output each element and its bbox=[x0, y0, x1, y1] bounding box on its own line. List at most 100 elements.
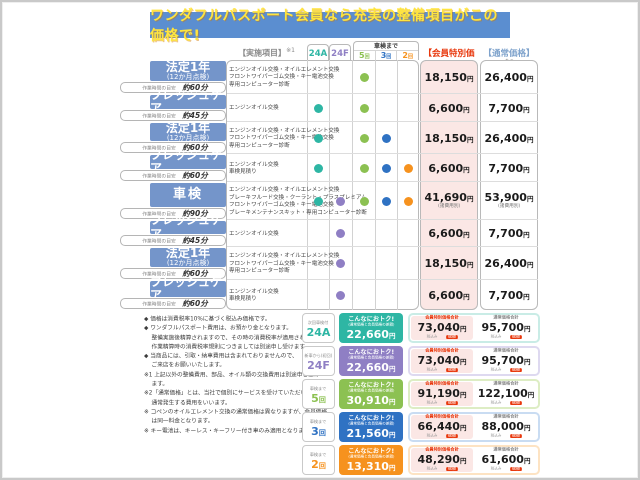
yen-suffix: 円 bbox=[459, 423, 467, 432]
note1-ref: ※1 bbox=[286, 47, 295, 54]
footnote-line: ◆ ワンダフルパスポート費用は、お預かり金となります。 bbox=[144, 325, 292, 332]
regular-total-badges: 税込み 総額 bbox=[487, 400, 525, 406]
description-line: 専用コンピューター診断 bbox=[229, 142, 290, 149]
member-price-value: 18,150円 bbox=[424, 131, 474, 145]
regular-price: 7,700円 bbox=[480, 280, 538, 310]
summary-plan-cell: 次回車検付 24A bbox=[302, 313, 335, 343]
summary-plan-code: 2回 bbox=[311, 458, 326, 471]
work-time-value: 約60分 bbox=[182, 83, 208, 92]
summary-row: 車検まで 2回 こんなにおトク! (通常価格と会員価格の差額) 13,310円 会員特別価… bbox=[302, 445, 540, 475]
coverage-cell bbox=[329, 220, 351, 247]
regular-total-label: 通常価格合計 bbox=[493, 414, 519, 420]
coverage-dot-icon bbox=[403, 163, 413, 173]
summary-row: 次回車検付 24A こんなにおトク! (通常価格と会員価格の差額) 22,660円 会員特… bbox=[302, 313, 540, 343]
coverage-cell bbox=[307, 94, 329, 122]
member-total-label: 会員特別価格合計 bbox=[425, 447, 459, 453]
regular-price-value: 26,400円 bbox=[484, 257, 534, 270]
coverage-cell bbox=[353, 154, 375, 182]
yen-suffix: 円 bbox=[463, 105, 470, 114]
savings-subtitle: (通常価格と会員価格の差額) bbox=[347, 323, 395, 328]
total-badge: 総額 bbox=[510, 466, 522, 472]
member-price-note: (諸費用別) bbox=[437, 203, 461, 209]
footnote-line: ※2「通常価格」とは、当社で個別にサービスを受けていただいた場合に、 bbox=[144, 390, 335, 397]
coverage-dot-icon bbox=[359, 196, 369, 206]
work-time-strip: 作業時間の目安 約60分 bbox=[120, 170, 226, 181]
totals-group: 会員特別価格合計 48,290円 税込み 総額 通常価格合計 61,600円 税込み 総額 bbox=[408, 445, 540, 475]
member-price-value: 41,690円 bbox=[424, 191, 474, 205]
work-time-strip: 作業時間の目安 約60分 bbox=[120, 268, 226, 279]
description-line: フロントワイパーゴム交換・キー電池交換 bbox=[229, 201, 334, 208]
service-name: 法定1年 bbox=[165, 120, 211, 135]
work-time-value: 約45分 bbox=[182, 111, 208, 120]
footnote-line: は同一料金となります。 bbox=[144, 418, 214, 425]
member-total: 会員特別価格合計 73,040円 税込み 総額 bbox=[411, 316, 473, 340]
member-total-badges: 税込み 総額 bbox=[423, 400, 461, 406]
summary-plan-code: 24A bbox=[306, 326, 331, 339]
tax-included-text: 税込み bbox=[426, 433, 438, 439]
summary-plan-cell: 新車から(初回) 24F bbox=[302, 346, 335, 376]
savings-title: こんなにおトク! bbox=[347, 347, 395, 356]
regular-total-value: 122,100円 bbox=[477, 386, 535, 400]
coverage-dot-icon bbox=[359, 72, 369, 82]
member-total-label: 会員特別価格合計 bbox=[425, 348, 459, 354]
service-name: 法定1年 bbox=[165, 246, 211, 261]
summary-plan-cell: 車検まで 3回 bbox=[302, 412, 335, 442]
footnote-line: 作業精算時の消費税率規則につきましては別途申し受けます。 bbox=[144, 343, 311, 351]
coverage-cell bbox=[353, 60, 375, 94]
coverage-cell bbox=[397, 280, 419, 310]
yen-suffix: 円 bbox=[463, 231, 470, 239]
coverage-dot-icon bbox=[313, 196, 323, 206]
coverage-cell bbox=[397, 94, 419, 122]
footnote-line: ※ キー電池は、キーレス・キーフリー付き車のみ適用となります。 bbox=[144, 427, 315, 435]
work-time-prefix: 作業時間の目安 bbox=[142, 85, 177, 92]
summary-plan-tag: 次回車検付 bbox=[308, 320, 329, 326]
coverage-dot-icon bbox=[381, 133, 391, 143]
work-time-value: 約60分 bbox=[182, 171, 208, 180]
description-line: エンジンオイル交換 bbox=[229, 287, 279, 295]
yen-suffix: 円 bbox=[466, 135, 474, 144]
count-suffix: 回 bbox=[364, 54, 370, 60]
coverage-dot-icon bbox=[359, 103, 369, 113]
yen-suffix: 円 bbox=[388, 463, 396, 472]
savings-box: こんなにおトク! (通常価格と会員価格の差額) 21,560円 bbox=[339, 412, 403, 442]
regular-total-label: 通常価格合計 bbox=[493, 348, 519, 354]
member-total-label: 会員特別価格合計 bbox=[425, 414, 459, 420]
plan-summary-panel: 次回車検付 24A こんなにおトク! (通常価格と会員価格の差額) 22,660円 会員特… bbox=[302, 313, 540, 478]
coverage-cell bbox=[375, 60, 397, 94]
description-line: ブレーキメンテナンスキット・専用コンピューター診断 bbox=[229, 208, 367, 216]
yen-suffix: 円 bbox=[523, 423, 531, 432]
work-time-strip: 作業時間の目安 約60分 bbox=[120, 142, 226, 153]
footnote-line: 通常発生する費用をいいます。 bbox=[144, 399, 231, 407]
implemented-items-header: 【実施項目】※1 bbox=[226, 47, 307, 59]
description-line: 車検見積り bbox=[229, 295, 257, 302]
member-total-badges: 税込み 総額 bbox=[423, 367, 461, 373]
yen-suffix: 円 bbox=[527, 390, 535, 399]
service-name-cell: 法定1年 (12か月点検) bbox=[150, 246, 226, 267]
table-row: フレッシュケア 作業時間の目安 約45分 エンジンオイル交換 6,600円 7,700円 bbox=[120, 88, 538, 122]
total-badge: 総額 bbox=[446, 433, 458, 439]
shaken-count-group-header: 車検まで 5回 3回 2回 bbox=[353, 41, 419, 60]
regular-total-value: 95,700円 bbox=[481, 353, 531, 367]
yen-suffix: 円 bbox=[523, 165, 530, 174]
coverage-cell bbox=[329, 154, 351, 182]
plan-24f-label: 24F bbox=[331, 49, 349, 59]
coverage-dot-icon bbox=[335, 290, 345, 300]
member-price: 6,600円 bbox=[420, 154, 478, 182]
member-total: 会員特別価格合計 48,290円 税込み 総額 bbox=[411, 448, 473, 472]
yen-suffix: 円 bbox=[463, 292, 470, 301]
description-line: ブレーキフルード交換・クーラント・プラスプレミアム bbox=[229, 193, 367, 201]
summary-row: 車検まで 5回 こんなにおトク! (通常価格と会員価格の差額) 30,910円 会員特別価… bbox=[302, 379, 540, 409]
member-price: 18,150円 bbox=[420, 247, 478, 280]
coverage-cell bbox=[307, 280, 329, 310]
total-badge: 総額 bbox=[446, 466, 458, 472]
yen-suffix: 円 bbox=[463, 165, 470, 174]
description-line: エンジンオイル交換・オイルエレメント交換 bbox=[229, 186, 340, 193]
savings-subtitle: (通常価格と会員価格の差額) bbox=[347, 455, 395, 460]
member-total-value: 73,040円 bbox=[417, 320, 467, 334]
service-name-cell: 法定1年 (12か月点検) bbox=[150, 120, 226, 141]
total-badge: 総額 bbox=[510, 433, 522, 439]
service-name-sub: (12か月点検) bbox=[166, 72, 210, 81]
column-divider bbox=[397, 60, 398, 310]
count-header-2kai: 2回 bbox=[396, 51, 418, 60]
